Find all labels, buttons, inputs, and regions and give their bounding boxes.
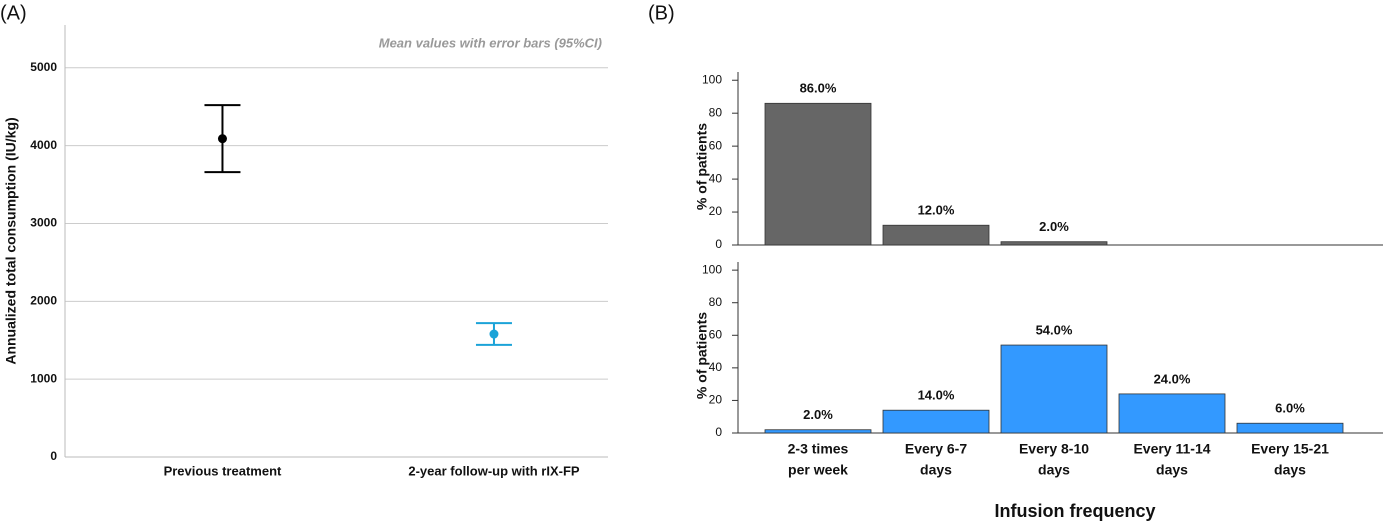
value-label: 24.0% (1154, 371, 1191, 386)
panel-label: (A) (0, 2, 27, 24)
x-tick-label: days (1038, 462, 1070, 478)
value-label: 14.0% (918, 388, 955, 403)
y-tick-label: 4000 (30, 138, 57, 152)
mean-point (217, 134, 227, 144)
y-tick-label: 100 (702, 72, 722, 86)
bar (764, 102, 872, 246)
bar (1236, 422, 1344, 434)
y-tick-label: 5000 (30, 60, 57, 74)
annotation: Mean values with error bars (95%CI) (379, 35, 602, 50)
x-tick-label: Every 11-14 (1133, 441, 1210, 457)
x-tick-label: per week (788, 462, 848, 478)
y-tick-label: 100 (702, 262, 722, 276)
bar (1000, 241, 1108, 246)
y-tick-label: 0 (715, 237, 722, 251)
y-tick-label: 0 (715, 425, 722, 439)
y-tick-label: 80 (709, 105, 723, 119)
x-tick-label: Every 6-7 (905, 441, 967, 457)
x-tick-label: days (1156, 462, 1188, 478)
y-tick-label: 40 (709, 360, 723, 374)
value-label: 2.0% (803, 407, 833, 422)
y-tick-label: 60 (709, 138, 723, 152)
x-axis-label: Infusion frequency (994, 501, 1155, 521)
value-label: 54.0% (1036, 322, 1073, 337)
x-tick-label: 2-year follow-up with rIX-FP (408, 463, 580, 478)
y-tick-label: 80 (709, 295, 723, 309)
x-tick-label: Previous treatment (164, 463, 282, 478)
y-tick-label: 1000 (30, 371, 57, 385)
y-tick-label: 20 (709, 393, 723, 407)
y-tick-label: 20 (709, 204, 723, 218)
value-label: 12.0% (918, 203, 955, 218)
y-tick-label: 60 (709, 327, 723, 341)
bar (764, 429, 872, 434)
x-tick-label: days (1274, 462, 1306, 478)
mean-point (489, 329, 499, 339)
y-tick-label: 40 (709, 171, 723, 185)
panel-label: (B) (648, 2, 675, 24)
y-axis-label: Annualized total consumption (IU/kg) (3, 117, 19, 364)
x-tick-label: 2-3 times (788, 441, 849, 457)
y-axis-label: % of patients (694, 123, 710, 210)
value-label: 86.0% (800, 81, 837, 96)
bar (1000, 344, 1108, 434)
bar (882, 409, 990, 434)
x-tick-label: Every 15-21 (1251, 441, 1329, 457)
x-tick-label: days (920, 462, 952, 478)
y-tick-label: 3000 (30, 216, 57, 230)
y-tick-label: 0 (50, 449, 57, 463)
y-tick-label: 2000 (30, 293, 57, 307)
y-axis-label: % of patients (694, 312, 710, 399)
bar (1118, 393, 1226, 434)
value-label: 2.0% (1039, 219, 1069, 234)
value-label: 6.0% (1275, 401, 1305, 416)
bar (882, 224, 990, 246)
x-tick-label: Every 8-10 (1019, 441, 1089, 457)
